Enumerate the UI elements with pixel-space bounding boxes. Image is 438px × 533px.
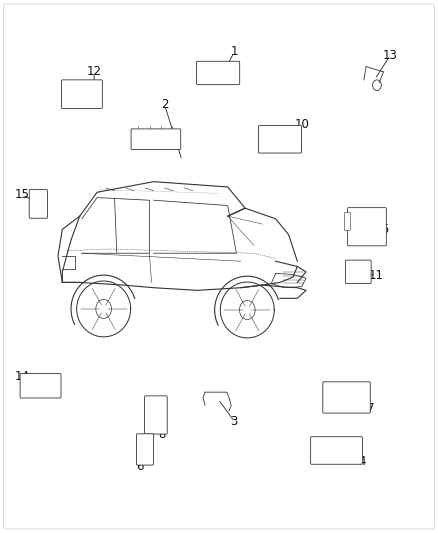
FancyBboxPatch shape	[323, 382, 370, 413]
FancyBboxPatch shape	[344, 213, 350, 230]
FancyBboxPatch shape	[145, 396, 167, 434]
FancyBboxPatch shape	[29, 190, 47, 218]
FancyBboxPatch shape	[311, 437, 362, 464]
FancyBboxPatch shape	[348, 208, 386, 246]
Text: 1: 1	[230, 45, 238, 58]
FancyBboxPatch shape	[131, 129, 181, 150]
Text: 8: 8	[159, 428, 166, 441]
Text: 10: 10	[294, 118, 309, 131]
Text: 2: 2	[161, 98, 168, 111]
Text: 4: 4	[359, 455, 366, 467]
Text: 13: 13	[383, 49, 397, 62]
Text: 6: 6	[136, 460, 144, 473]
FancyBboxPatch shape	[137, 434, 153, 465]
FancyBboxPatch shape	[346, 260, 371, 284]
FancyBboxPatch shape	[258, 125, 301, 153]
Text: 7: 7	[367, 401, 374, 415]
Text: 14: 14	[15, 370, 30, 383]
Text: 3: 3	[230, 415, 238, 428]
Text: 15: 15	[15, 189, 30, 201]
FancyBboxPatch shape	[61, 80, 102, 109]
Text: 5: 5	[381, 223, 388, 236]
FancyBboxPatch shape	[197, 61, 240, 85]
Text: 11: 11	[368, 269, 383, 282]
Text: 7 0: 7 0	[43, 385, 51, 390]
FancyBboxPatch shape	[20, 374, 61, 398]
Text: 12: 12	[87, 65, 102, 78]
